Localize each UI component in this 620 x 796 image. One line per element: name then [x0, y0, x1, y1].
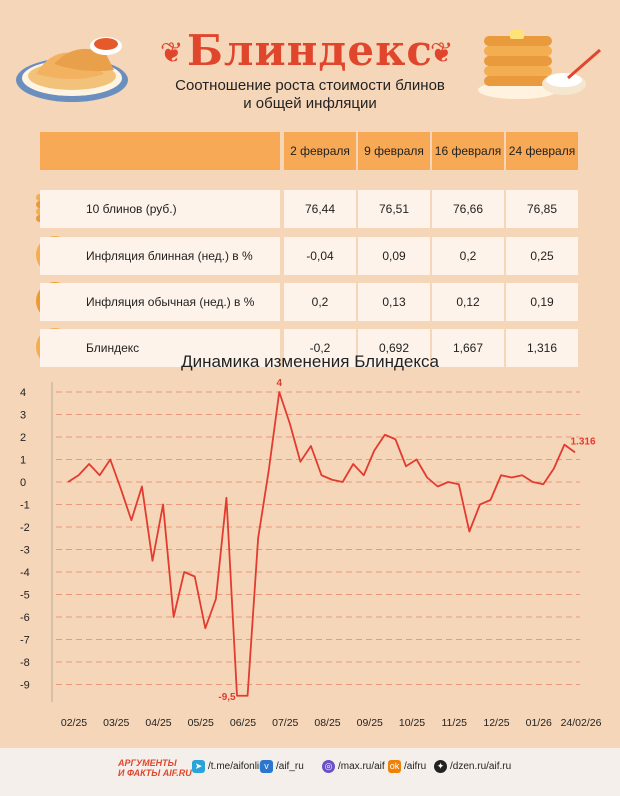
- ornament-right-icon: ❦: [430, 37, 454, 68]
- dzen-icon: ✦: [434, 760, 447, 773]
- table-cell: 0,12: [432, 283, 504, 321]
- table-cell: 0,25: [506, 237, 578, 275]
- table-cell: 0,09: [358, 237, 430, 275]
- table-cell: -0,2: [284, 329, 356, 367]
- column-header: 2 февраля: [284, 132, 356, 170]
- footer: АРГУМЕНТЫ И ФАКТЫ AIF.RU ➤/t.me/aifonlin…: [0, 748, 620, 796]
- table-cell: 0,19: [506, 283, 578, 321]
- ornament-left-icon: ❦: [160, 37, 184, 68]
- x-tick-label: 02/25: [61, 717, 87, 729]
- data-label: 4: [276, 378, 282, 389]
- column-header: 16 февраля: [432, 132, 504, 170]
- footer-link-ok[interactable]: ok/aifru: [388, 760, 427, 773]
- y-tick-label: -2: [20, 522, 30, 534]
- column-header: 9 февраля: [358, 132, 430, 170]
- table-cell: 76,51: [358, 190, 430, 228]
- table-row: 10 блинов (руб.) 76,44 76,51 76,66 76,85: [36, 161, 582, 228]
- footer-link-telegram[interactable]: ➤/t.me/aifonline: [192, 760, 270, 774]
- x-tick-label: 05/25: [188, 717, 214, 729]
- x-tick-label: 08/25: [314, 717, 340, 729]
- data-label: 1.316: [570, 436, 595, 447]
- page-title: Блиндекс: [186, 26, 433, 75]
- footer-link-max[interactable]: ◎/max.ru/aif: [322, 760, 385, 774]
- table-cell: 0,2: [432, 237, 504, 275]
- y-tick-label: -4: [20, 567, 30, 579]
- x-tick-label: 04/25: [145, 717, 171, 729]
- x-tick-label: 12/25: [483, 717, 509, 729]
- header: ❦ ❦ Блиндекс Соотношение роста стоимости…: [0, 0, 620, 125]
- table-cell: 1,316: [506, 329, 578, 367]
- y-tick-label: -9: [20, 680, 30, 692]
- y-tick-label: 3: [20, 410, 26, 422]
- y-tick-label: -6: [20, 612, 30, 624]
- pancake-stack-illustration: [478, 30, 601, 99]
- table-cell: 1,667: [432, 329, 504, 367]
- y-tick-label: -1: [20, 500, 30, 512]
- data-label: -9,5: [218, 692, 236, 703]
- x-tick-label: 03/25: [103, 717, 129, 729]
- x-tick-label: 01/26: [526, 717, 552, 729]
- table-header-empty: [40, 132, 280, 170]
- page-subtitle: Соотношение роста стоимости блинов и общ…: [175, 77, 445, 112]
- table-row: ₽ Инфляция обычная (нед.) в % 0,2 0,13 0…: [36, 254, 582, 321]
- column-header: 24 февраля: [506, 132, 578, 170]
- table-cell: 76,85: [506, 190, 578, 228]
- footer-link-vk[interactable]: v/aif_ru: [260, 760, 304, 774]
- pancakes-plate-illustration: [16, 37, 128, 102]
- table-cell: 0,692: [358, 329, 430, 367]
- table-cell: 76,66: [432, 190, 504, 228]
- table-header-row: 2 февраля 9 февраля 16 февраля 24 феврал…: [36, 132, 582, 170]
- table-row: Блиндекс -0,2 0,692 1,667 1,316: [36, 300, 582, 367]
- footer-link-dzen[interactable]: ✦/dzen.ru/aif.ru: [434, 760, 511, 774]
- y-tick-label: 1: [20, 455, 26, 467]
- y-tick-label: 2: [20, 432, 26, 444]
- table-cell: 0,13: [358, 283, 430, 321]
- x-tick-label: 06/25: [230, 717, 256, 729]
- x-tick-label: 10/25: [399, 717, 425, 729]
- y-tick-label: -5: [20, 590, 30, 602]
- table-cell: 76,44: [284, 190, 356, 228]
- table-cell: -0,04: [284, 237, 356, 275]
- vk-icon: v: [260, 760, 273, 773]
- x-tick-label: 09/25: [357, 717, 383, 729]
- aif-logo: АРГУМЕНТЫ И ФАКТЫ AIF.RU: [118, 758, 192, 778]
- ok-icon: ok: [388, 760, 401, 773]
- y-tick-label: -7: [20, 635, 30, 647]
- row-label: 10 блинов (руб.): [40, 190, 280, 228]
- telegram-icon: ➤: [192, 760, 205, 773]
- series-line: [67, 391, 576, 697]
- x-tick-label: 07/25: [272, 717, 298, 729]
- table-cell: 0,2: [284, 283, 356, 321]
- x-tick-label: 11/25: [442, 717, 468, 729]
- y-tick-label: 0: [20, 477, 26, 489]
- row-label: Инфляция обычная (нед.) в %: [40, 283, 280, 321]
- x-tick-label: 24/02/26: [561, 717, 602, 729]
- y-tick-label: 4: [20, 387, 26, 399]
- row-label: Инфляция блинная (нед.) в %: [40, 237, 280, 275]
- table-row: Инфляция блинная (нед.) в % -0,04 0,09 0…: [36, 208, 582, 275]
- row-label: Блиндекс: [40, 329, 280, 367]
- y-tick-label: -3: [20, 545, 30, 557]
- max-icon: ◎: [322, 760, 335, 773]
- chart-title: Динамика изменения Блиндекса: [181, 352, 439, 371]
- y-tick-label: -8: [20, 657, 30, 669]
